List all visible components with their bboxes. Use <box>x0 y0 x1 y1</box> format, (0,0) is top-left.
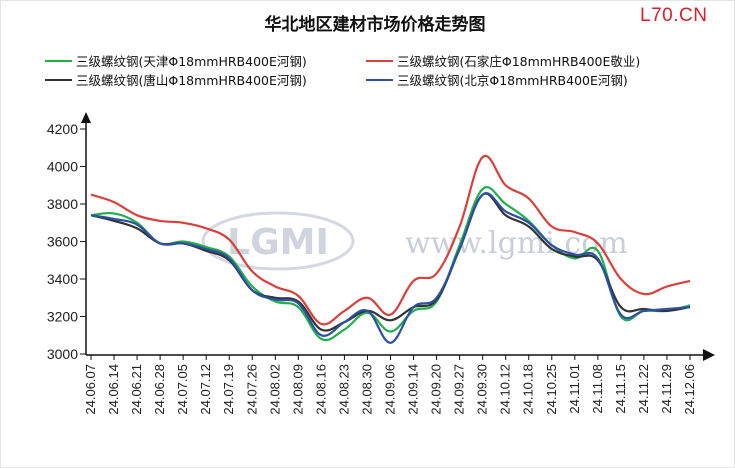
x-tick-label: 24.11.01 <box>567 364 582 414</box>
x-tick-label: 24.11.15 <box>613 364 628 414</box>
x-tick-label: 24.09.20 <box>429 364 444 415</box>
chart-title: 华北地区建材市场价格走势图 <box>265 14 486 35</box>
x-tick-label: 24.09.30 <box>475 364 490 415</box>
watermark-logo-ring <box>201 211 355 271</box>
x-tick-label: 24.12.06 <box>682 364 697 415</box>
series-line-tianjin <box>90 186 691 342</box>
y-axis-arrow <box>81 112 91 123</box>
x-tick-label: 24.06.21 <box>129 364 144 415</box>
y-tick-label: 3200 <box>47 309 78 325</box>
legend-item-beijing: 三级螺纹钢(北京Φ18mmHRB400E河钢) <box>366 73 628 88</box>
legend-item-tangshan: 三级螺纹钢(唐山Φ18mmHRB400E河钢) <box>45 73 307 88</box>
x-tick-label: 24.07.26 <box>244 364 259 415</box>
x-tick-label: 24.10.25 <box>544 364 559 415</box>
y-tick-label: 4000 <box>47 159 78 175</box>
x-tick-label: 24.06.28 <box>152 364 167 415</box>
legend-label-beijing: 三级螺纹钢(北京Φ18mmHRB400E河钢) <box>397 73 628 88</box>
legend-label-tangshan: 三级螺纹钢(唐山Φ18mmHRB400E河钢) <box>76 73 307 88</box>
y-ticks: 3000 3200 3400 3600 3800 4000 4200 <box>47 121 86 362</box>
legend-label-shijiazhuang: 三级螺纹钢(石家庄Φ18mmHRB400E敬业) <box>397 54 640 69</box>
legend-item-tianjin: 三级螺纹钢(天津Φ18mmHRB400E河钢) <box>45 54 307 69</box>
x-tick-label: 24.08.16 <box>313 364 328 415</box>
y-tick-label: 3400 <box>47 271 78 287</box>
x-tick-label: 24.09.27 <box>452 364 467 415</box>
x-tick-label: 24.08.23 <box>336 364 351 415</box>
x-tick-label: 24.08.09 <box>290 364 305 415</box>
axes <box>81 112 715 361</box>
x-tick-label: 24.09.14 <box>406 364 421 415</box>
x-tick-label: 24.07.19 <box>221 364 236 415</box>
x-tick-label: 24.06.14 <box>106 364 121 415</box>
x-tick-label: 24.11.22 <box>636 364 651 414</box>
x-tick-label: 24.08.30 <box>359 364 374 415</box>
watermark: LGMI www.lgmi.com <box>201 211 628 271</box>
y-tick-label: 4200 <box>47 121 78 137</box>
y-tick-label: 3000 <box>47 346 78 362</box>
series-lines <box>90 154 691 344</box>
x-tick-label: 24.09.06 <box>383 364 398 415</box>
x-axis-arrow <box>703 349 715 361</box>
x-tick-label: 24.11.08 <box>590 364 605 414</box>
x-tick-label: 24.07.05 <box>175 364 190 415</box>
x-tick-label: 24.10.12 <box>498 364 513 415</box>
y-tick-label: 3600 <box>47 234 78 250</box>
x-tick-label: 24.10.18 <box>521 364 536 415</box>
x-tick-label: 24.11.29 <box>659 364 674 414</box>
y-tick-label: 3800 <box>47 196 78 212</box>
legend: 三级螺纹钢(天津Φ18mmHRB400E河钢) 三级螺纹钢(石家庄Φ18mmHR… <box>45 54 640 88</box>
legend-label-tianjin: 三级螺纹钢(天津Φ18mmHRB400E河钢) <box>76 54 307 69</box>
x-tick-label: 24.07.12 <box>198 364 213 415</box>
x-tick-label: 24.08.02 <box>267 364 282 415</box>
series-line-shijiazhuang <box>90 154 691 326</box>
x-ticks: 24.06.07 24.06.14 24.06.21 24.06.28 24.07.05… <box>83 355 697 415</box>
legend-item-shijiazhuang: 三级螺纹钢(石家庄Φ18mmHRB400E敬业) <box>366 54 640 69</box>
site-brand-logo: L70.CN <box>640 5 708 26</box>
watermark-logo: LGMI <box>227 222 329 263</box>
series-line-beijing <box>90 192 691 344</box>
x-tick-label: 24.06.07 <box>83 364 98 415</box>
